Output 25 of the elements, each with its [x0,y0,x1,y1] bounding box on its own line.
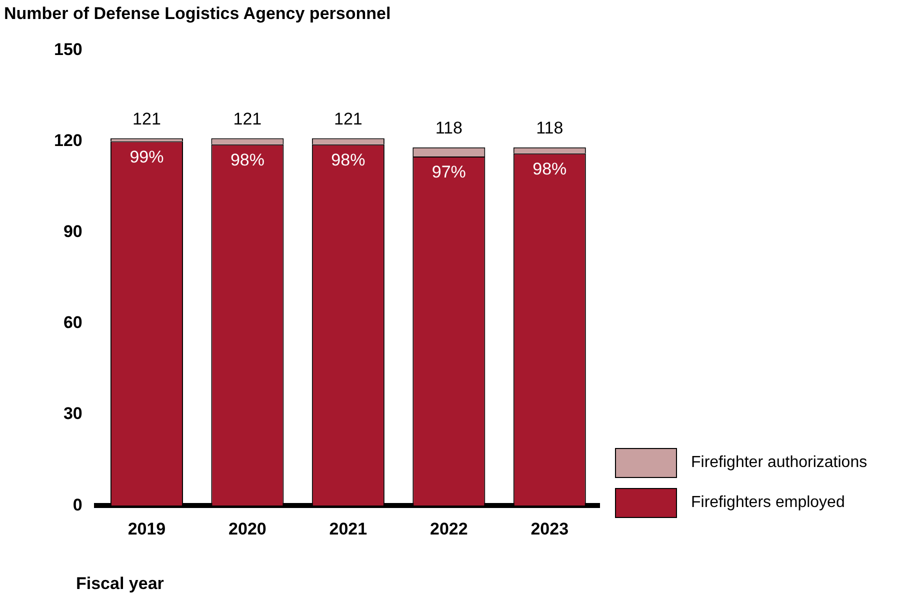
y-tick-label: 60 [63,313,82,332]
y-tick-label: 90 [63,222,82,242]
x-tick-label: 2021 [329,519,368,538]
y-tick-label: 150 [54,40,82,59]
total-label: 118 [435,118,462,138]
annotation: 98% [532,160,567,179]
text: Firefighters employed [691,494,845,512]
x-tick-label: 2019 [128,519,166,538]
total-label: 121 [334,109,362,128]
y-tick-label: 30 [63,404,82,424]
total-label: 121 [233,109,262,128]
total-label: 121 [132,109,161,128]
annotation: 99% [130,147,164,166]
total-label: 118 [536,118,564,138]
x-tick-label: 2020 [228,519,266,538]
y-tick-label: 0 [72,495,82,514]
legend-label: Firefighter authorizations [691,454,868,472]
y-axis-title: Number of Defense Logistics Agency personnel [4,4,391,24]
x-tick-label: 2022 [430,519,468,538]
x-tick-label: 2023 [530,519,569,538]
annotation: 98% [230,150,264,170]
annotation: 98% [331,150,366,170]
annotation: 97% [432,162,466,182]
y-tick-label: 120 [54,130,82,150]
x-axis-title: Fiscal year [76,574,164,594]
